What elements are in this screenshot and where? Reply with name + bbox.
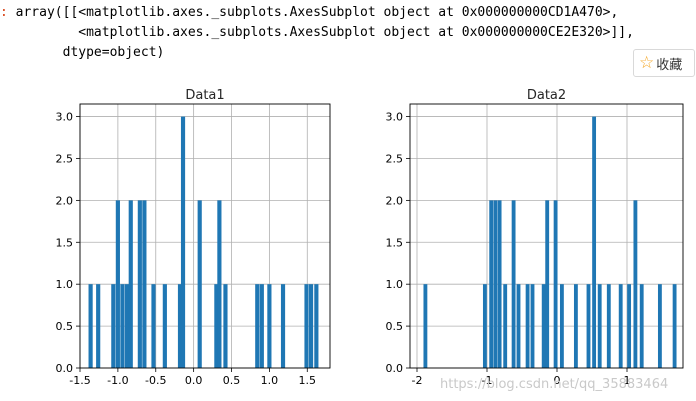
y-tick-label: 0.0 [56, 362, 74, 375]
histogram-bar [672, 284, 677, 368]
x-tick-label: 0.0 [185, 374, 203, 387]
x-tick-label: -1.5 [69, 374, 90, 387]
histogram-bar [525, 284, 530, 368]
histogram-bar [115, 200, 120, 368]
watermark-text: https://blog.csdn.net/qq_35883464 [440, 377, 668, 392]
x-tick-label: 0.5 [223, 374, 241, 387]
output-line-3: dtype=object) [0, 43, 634, 63]
y-tick-label: 3.0 [386, 111, 404, 124]
histogram-bar [259, 284, 264, 368]
y-tick-label: 1.0 [56, 278, 74, 291]
histogram-bar [423, 284, 428, 368]
histogram-bar [177, 284, 183, 368]
histogram-bar [606, 284, 611, 368]
histogram-bar [151, 284, 156, 368]
histogram-bar [592, 116, 597, 368]
histogram-bar [280, 284, 286, 368]
x-tick-label: -1.0 [107, 374, 128, 387]
histogram-bar [573, 284, 578, 368]
histogram-bar [489, 200, 494, 368]
histogram-bar [503, 284, 508, 368]
histogram-bar [267, 284, 272, 368]
cell-output: : array([[<matplotlib.axes._subplots.Axe… [0, 3, 634, 63]
chart-title: Data2 [527, 88, 566, 103]
favorite-label: 收藏 [656, 57, 683, 73]
subplot-data1: Data1 0.0 0.5 1.0 1.5 2.0 2.5 3.0 -1.5 -1.0 -0.5 0.… [56, 88, 331, 387]
histogram-bar [541, 284, 546, 368]
y-tick-label: 0.5 [56, 320, 74, 333]
y-tick-label: 0.0 [386, 362, 404, 375]
histogram-bar [627, 284, 632, 368]
histogram-bar [559, 284, 564, 368]
histogram-bar [516, 284, 521, 368]
y-tick-label: 0.5 [386, 320, 404, 333]
histogram-bar [482, 284, 487, 368]
output-text-2: <matplotlib.axes._subplots.AxesSubplot o… [15, 25, 634, 40]
output-line-1: : array([[<matplotlib.axes._subplots.Axe… [0, 3, 634, 23]
histogram-bar [511, 200, 516, 368]
x-tick-label: 1.0 [261, 374, 279, 387]
x-tick-label: 1.5 [299, 374, 317, 387]
plot-frame [409, 103, 684, 369]
y-tick-label: 1.0 [386, 278, 404, 291]
x-tick-label: 0 [554, 374, 561, 387]
histogram-bar [304, 284, 309, 368]
histogram-bar [128, 200, 133, 368]
y-tick-label: 1.5 [56, 236, 74, 249]
x-tick-label: 1 [624, 374, 631, 387]
histogram-bar [96, 284, 101, 368]
histogram-bar [618, 284, 623, 368]
histogram-bar [497, 200, 502, 368]
histogram-bar [308, 284, 314, 368]
histogram-bar [553, 200, 558, 368]
star-outline-icon: ☆ [639, 52, 655, 73]
y-tick-label: 2.0 [56, 194, 74, 207]
plot-frame [79, 103, 331, 369]
histogram-bar [124, 284, 130, 368]
histogram-bar [142, 200, 147, 368]
histogram-bar [137, 200, 142, 368]
y-tick-label: 3.0 [56, 111, 74, 124]
histogram-bar [88, 284, 93, 368]
y-tick-label: 2.5 [386, 152, 404, 165]
histogram-bar [120, 284, 125, 368]
output-text-1: array([[<matplotlib.axes._subplots.AxesS… [15, 5, 619, 20]
histogram-bar [255, 284, 260, 368]
y-tick-label: 1.5 [386, 236, 404, 249]
y-tick-label: 2.5 [56, 152, 74, 165]
x-tick-label: -0.5 [145, 374, 166, 387]
histogram-bar [197, 200, 202, 368]
histogram-bar [314, 284, 319, 368]
subplot-data2: Data2 0.0 0.5 1.0 1.5 2.0 2.5 3.0 -2 -1 0 1 [386, 88, 684, 387]
y-tick-label: 2.0 [386, 194, 404, 207]
histogram-bar [162, 284, 167, 368]
histogram-bar [657, 284, 662, 368]
histogram-bar [545, 200, 550, 368]
histogram-bar [493, 200, 498, 368]
output-text-3: dtype=object) [15, 45, 165, 60]
histogram-bar [633, 200, 638, 368]
histogram-bar [223, 284, 228, 368]
histogram-bar [111, 284, 116, 368]
histogram-bar [597, 284, 602, 368]
output-prompt: : [0, 5, 8, 20]
favorite-button[interactable]: ☆ 收藏 [633, 49, 695, 77]
histogram-bar [586, 284, 591, 368]
histogram-bar [530, 284, 535, 368]
x-tick-label: -1 [482, 374, 493, 387]
chart-title: Data1 [185, 88, 224, 103]
output-line-2: <matplotlib.axes._subplots.AxesSubplot o… [0, 23, 634, 43]
histogram-bar [639, 284, 644, 368]
histogram-bar [217, 200, 222, 368]
histogram-bar [180, 116, 186, 368]
x-tick-label: -2 [412, 374, 423, 387]
histogram-bar [214, 284, 219, 368]
